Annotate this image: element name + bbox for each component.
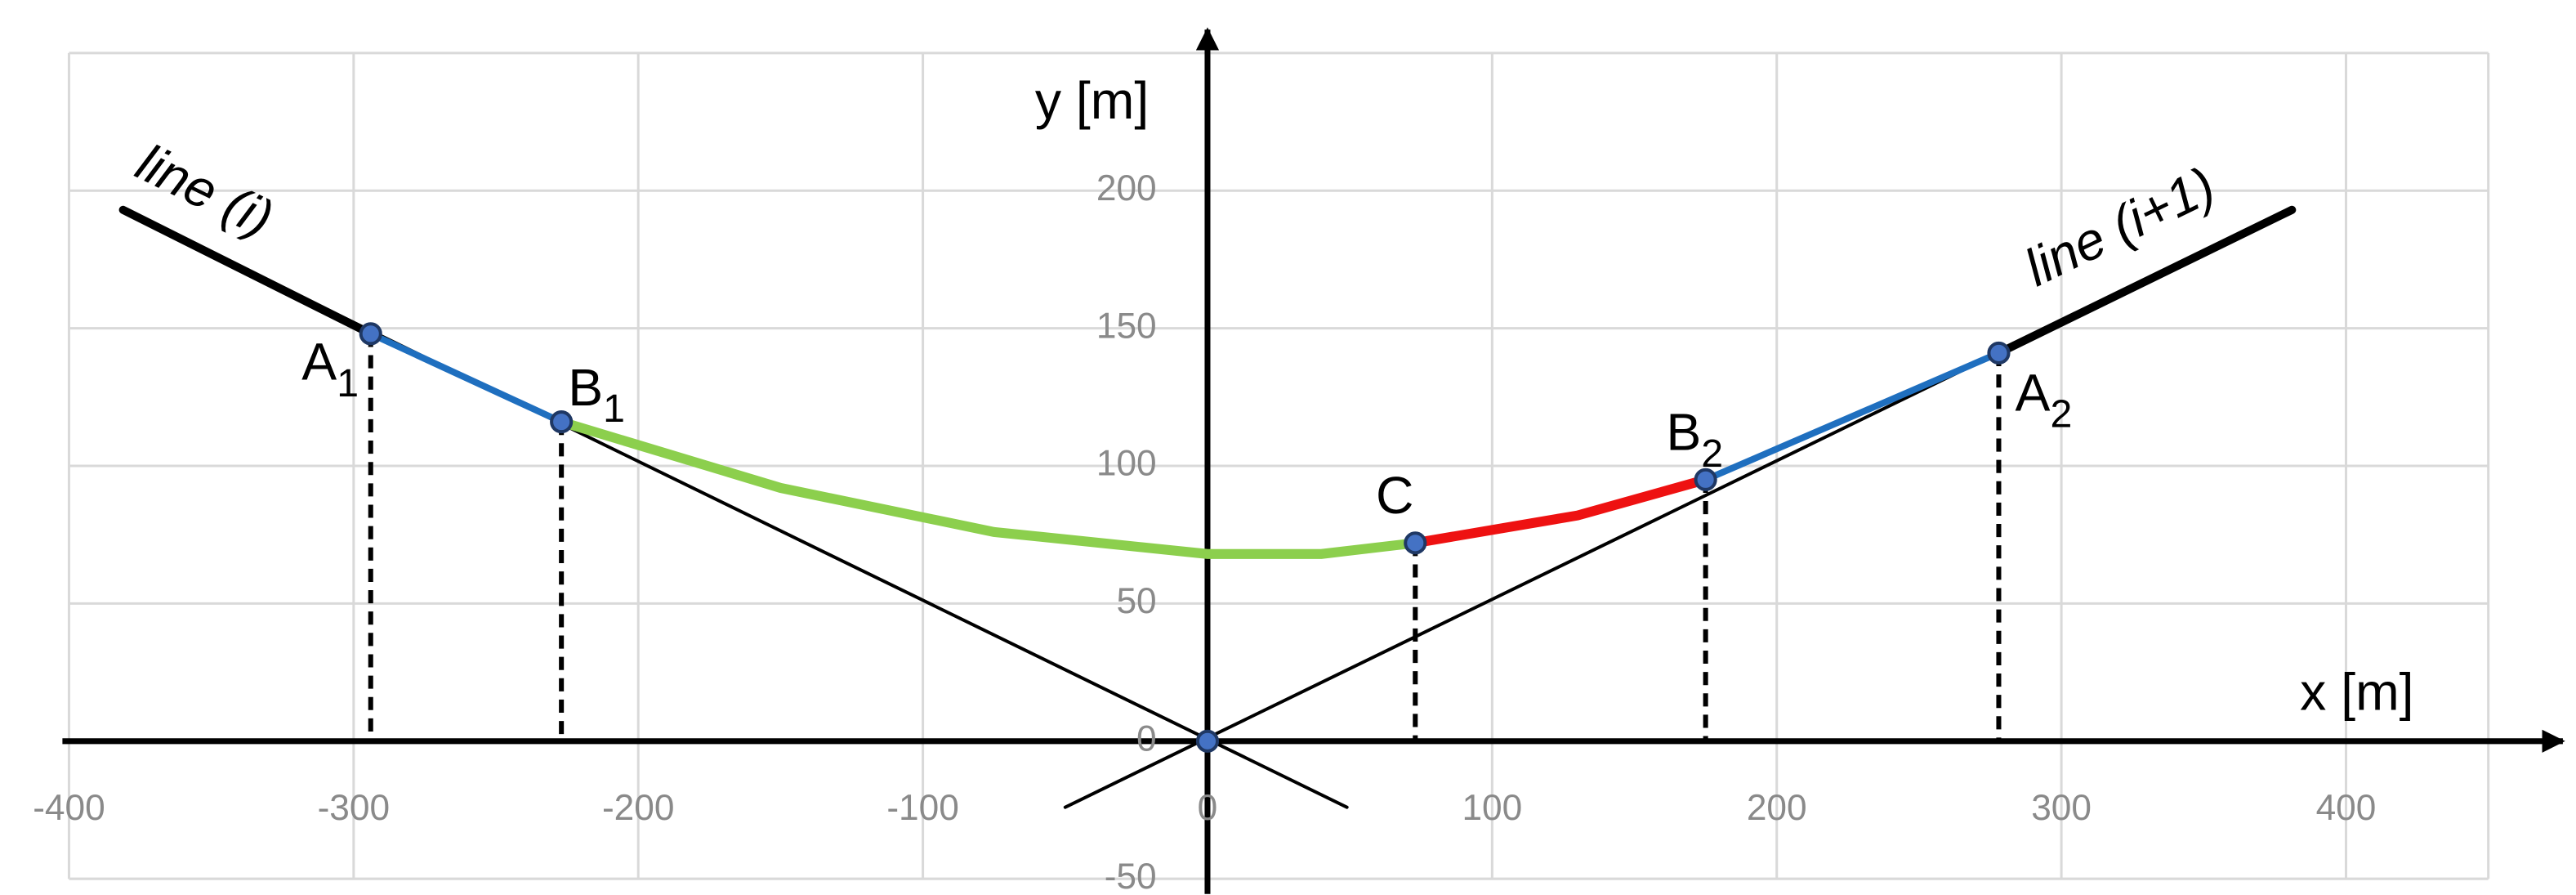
point-label: B1 xyxy=(568,358,625,431)
series-line xyxy=(1410,474,1711,548)
point-letter: B xyxy=(568,358,603,417)
point-subscript: 2 xyxy=(2050,392,2072,436)
point-subscript: 1 xyxy=(337,361,359,405)
point-letter: A xyxy=(301,333,337,392)
x-tick-label: 100 xyxy=(1462,788,1522,828)
series-line xyxy=(1702,349,2002,483)
point-label: C xyxy=(1376,466,1413,525)
point-letter: B xyxy=(1666,403,1701,462)
x-tick-label: 400 xyxy=(2316,788,2377,828)
y-tick-label: -50 xyxy=(1105,857,1157,895)
x-tick-label: -400 xyxy=(33,788,105,828)
point-label: B2 xyxy=(1666,403,1723,476)
y-axis-title: y [m] xyxy=(1035,71,1149,130)
line-label: line (i) xyxy=(127,132,282,248)
point xyxy=(1404,531,1427,555)
point-subscript: 1 xyxy=(603,387,625,431)
point xyxy=(550,410,574,434)
point-letter: C xyxy=(1376,466,1413,525)
x-tick-label: 0 xyxy=(1198,788,1218,828)
point xyxy=(1694,468,1717,491)
point-label: A1 xyxy=(301,333,359,405)
y-tick-label: 150 xyxy=(1096,306,1157,346)
y-tick-label: 200 xyxy=(1096,168,1157,208)
line-label: line (i+1) xyxy=(2016,155,2224,297)
y-tick-label: 0 xyxy=(1136,718,1157,759)
point-label: A2 xyxy=(2016,363,2073,436)
series-line xyxy=(367,330,565,426)
point xyxy=(1987,341,2011,365)
point xyxy=(359,322,382,346)
grid xyxy=(67,51,2490,880)
x-tick-label: 200 xyxy=(1747,788,1807,828)
origin-point xyxy=(1195,729,1220,753)
x-axis-title: x [m] xyxy=(2300,663,2413,722)
series-line xyxy=(118,205,375,338)
x-tick-label: -100 xyxy=(886,788,959,828)
y-tick-label: 50 xyxy=(1116,581,1156,621)
point-subscript: 2 xyxy=(1701,432,1723,476)
x-tick-label: -300 xyxy=(318,788,391,828)
point-letter: A xyxy=(2016,363,2051,422)
y-tick-label: 100 xyxy=(1096,444,1157,484)
series-line xyxy=(556,417,1421,559)
x-tick-label: 300 xyxy=(2031,788,2092,828)
x-tick-label: -200 xyxy=(602,788,675,828)
series-line xyxy=(1994,205,2297,357)
